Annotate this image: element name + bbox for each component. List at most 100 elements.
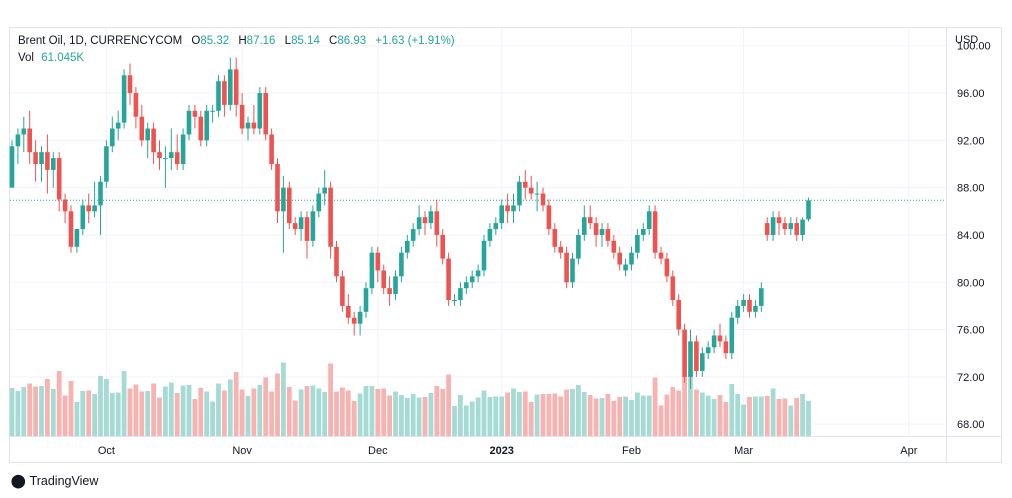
volume-bar [310, 385, 316, 436]
y-tick-label: 68.00 [957, 419, 985, 431]
candle-body [635, 234, 640, 253]
candle-body [617, 252, 622, 265]
volume-bar [263, 377, 269, 436]
volume-bar [511, 388, 516, 436]
candle-body [735, 305, 740, 318]
volume-bar [452, 406, 457, 436]
candle-body [405, 240, 410, 253]
candle-body [682, 329, 687, 377]
volume-bar [764, 396, 770, 436]
candle-body [806, 200, 811, 220]
candle-body [764, 223, 770, 235]
candle-body [363, 288, 369, 312]
candle-body [587, 217, 593, 224]
candle-body [593, 223, 599, 235]
volume-bar [499, 396, 505, 436]
candle-body [711, 335, 717, 348]
candle-body [794, 223, 799, 235]
candle-body [546, 205, 552, 230]
candle-body [664, 258, 670, 277]
candle-body [528, 187, 534, 194]
volume-bar [127, 388, 133, 436]
candle-body [399, 252, 404, 277]
candle-body [269, 134, 274, 164]
volume-bar [151, 383, 156, 436]
volume-bar [505, 392, 510, 436]
volume-bar [62, 395, 68, 436]
candle-body [759, 288, 764, 306]
y-tick-label: 100.00 [957, 41, 991, 53]
volume-bar [717, 395, 723, 436]
candle-body [611, 240, 617, 253]
candle-body [233, 69, 239, 105]
candle-body [599, 229, 605, 235]
volume-bar [74, 402, 80, 436]
chart-frame [9, 27, 1002, 463]
volume-bar [98, 376, 103, 436]
volume-bar [753, 396, 758, 436]
candle-body [717, 335, 723, 342]
volume-bar [546, 394, 552, 436]
volume-bar [599, 398, 605, 436]
x-tick-label: 2023 [489, 445, 513, 457]
volume-bar [469, 401, 475, 436]
volume-bar [517, 392, 522, 436]
volume-bar [363, 386, 369, 436]
candle-body [316, 193, 322, 212]
candle-body [304, 217, 310, 241]
candle-body [210, 110, 215, 112]
candle-body [169, 152, 174, 159]
volume-bar [800, 394, 805, 436]
volume-bar [410, 394, 416, 436]
volume-bar [198, 388, 204, 436]
currency-label[interactable]: USD [955, 34, 979, 46]
candle-body [62, 199, 68, 212]
tradingview-brand[interactable]: ⬤ TradingView [11, 473, 98, 489]
candle-body [328, 187, 333, 247]
volume-bar [723, 402, 729, 436]
volume-bar [522, 391, 528, 436]
candle-body [788, 223, 794, 230]
candle-body [346, 305, 351, 318]
legend-open-value: 85.32 [200, 35, 230, 47]
candle-body [458, 288, 463, 300]
x-tick-label: Nov [232, 445, 252, 457]
volume-bar [292, 400, 298, 436]
volume-bar [21, 387, 27, 436]
candle-body [174, 152, 180, 164]
candle-body [688, 341, 693, 377]
candle-body [245, 122, 251, 129]
candle-body [257, 93, 263, 129]
volume-bar [652, 377, 658, 436]
volume-bar [92, 394, 97, 436]
legend-vol-label: Vol [18, 52, 34, 64]
candle-body [623, 264, 628, 271]
candle-body [310, 211, 316, 241]
candle-body [351, 317, 357, 324]
candle-body [127, 75, 133, 94]
volume-bar [747, 397, 752, 436]
candle-body [452, 300, 457, 301]
candle-body [505, 205, 510, 212]
volume-bar [109, 393, 115, 436]
volume-bar [458, 395, 463, 436]
candle-body [534, 193, 540, 195]
volume-bar [286, 387, 292, 436]
candle-body [576, 234, 581, 259]
candle-body [251, 122, 257, 129]
volume-bar [587, 395, 593, 436]
volume-bar [281, 362, 286, 436]
candle-body [393, 276, 398, 295]
candle-body [222, 81, 227, 105]
volume-bar [387, 395, 392, 436]
candle-body [523, 181, 528, 188]
volume-bar [139, 391, 145, 436]
candle-body [582, 217, 587, 235]
candle-body [646, 211, 652, 230]
volume-bar [646, 395, 652, 436]
candle-body [340, 276, 345, 306]
legend-high-label: H [238, 35, 247, 47]
candle-body [369, 252, 375, 289]
volume-bar [705, 395, 711, 436]
